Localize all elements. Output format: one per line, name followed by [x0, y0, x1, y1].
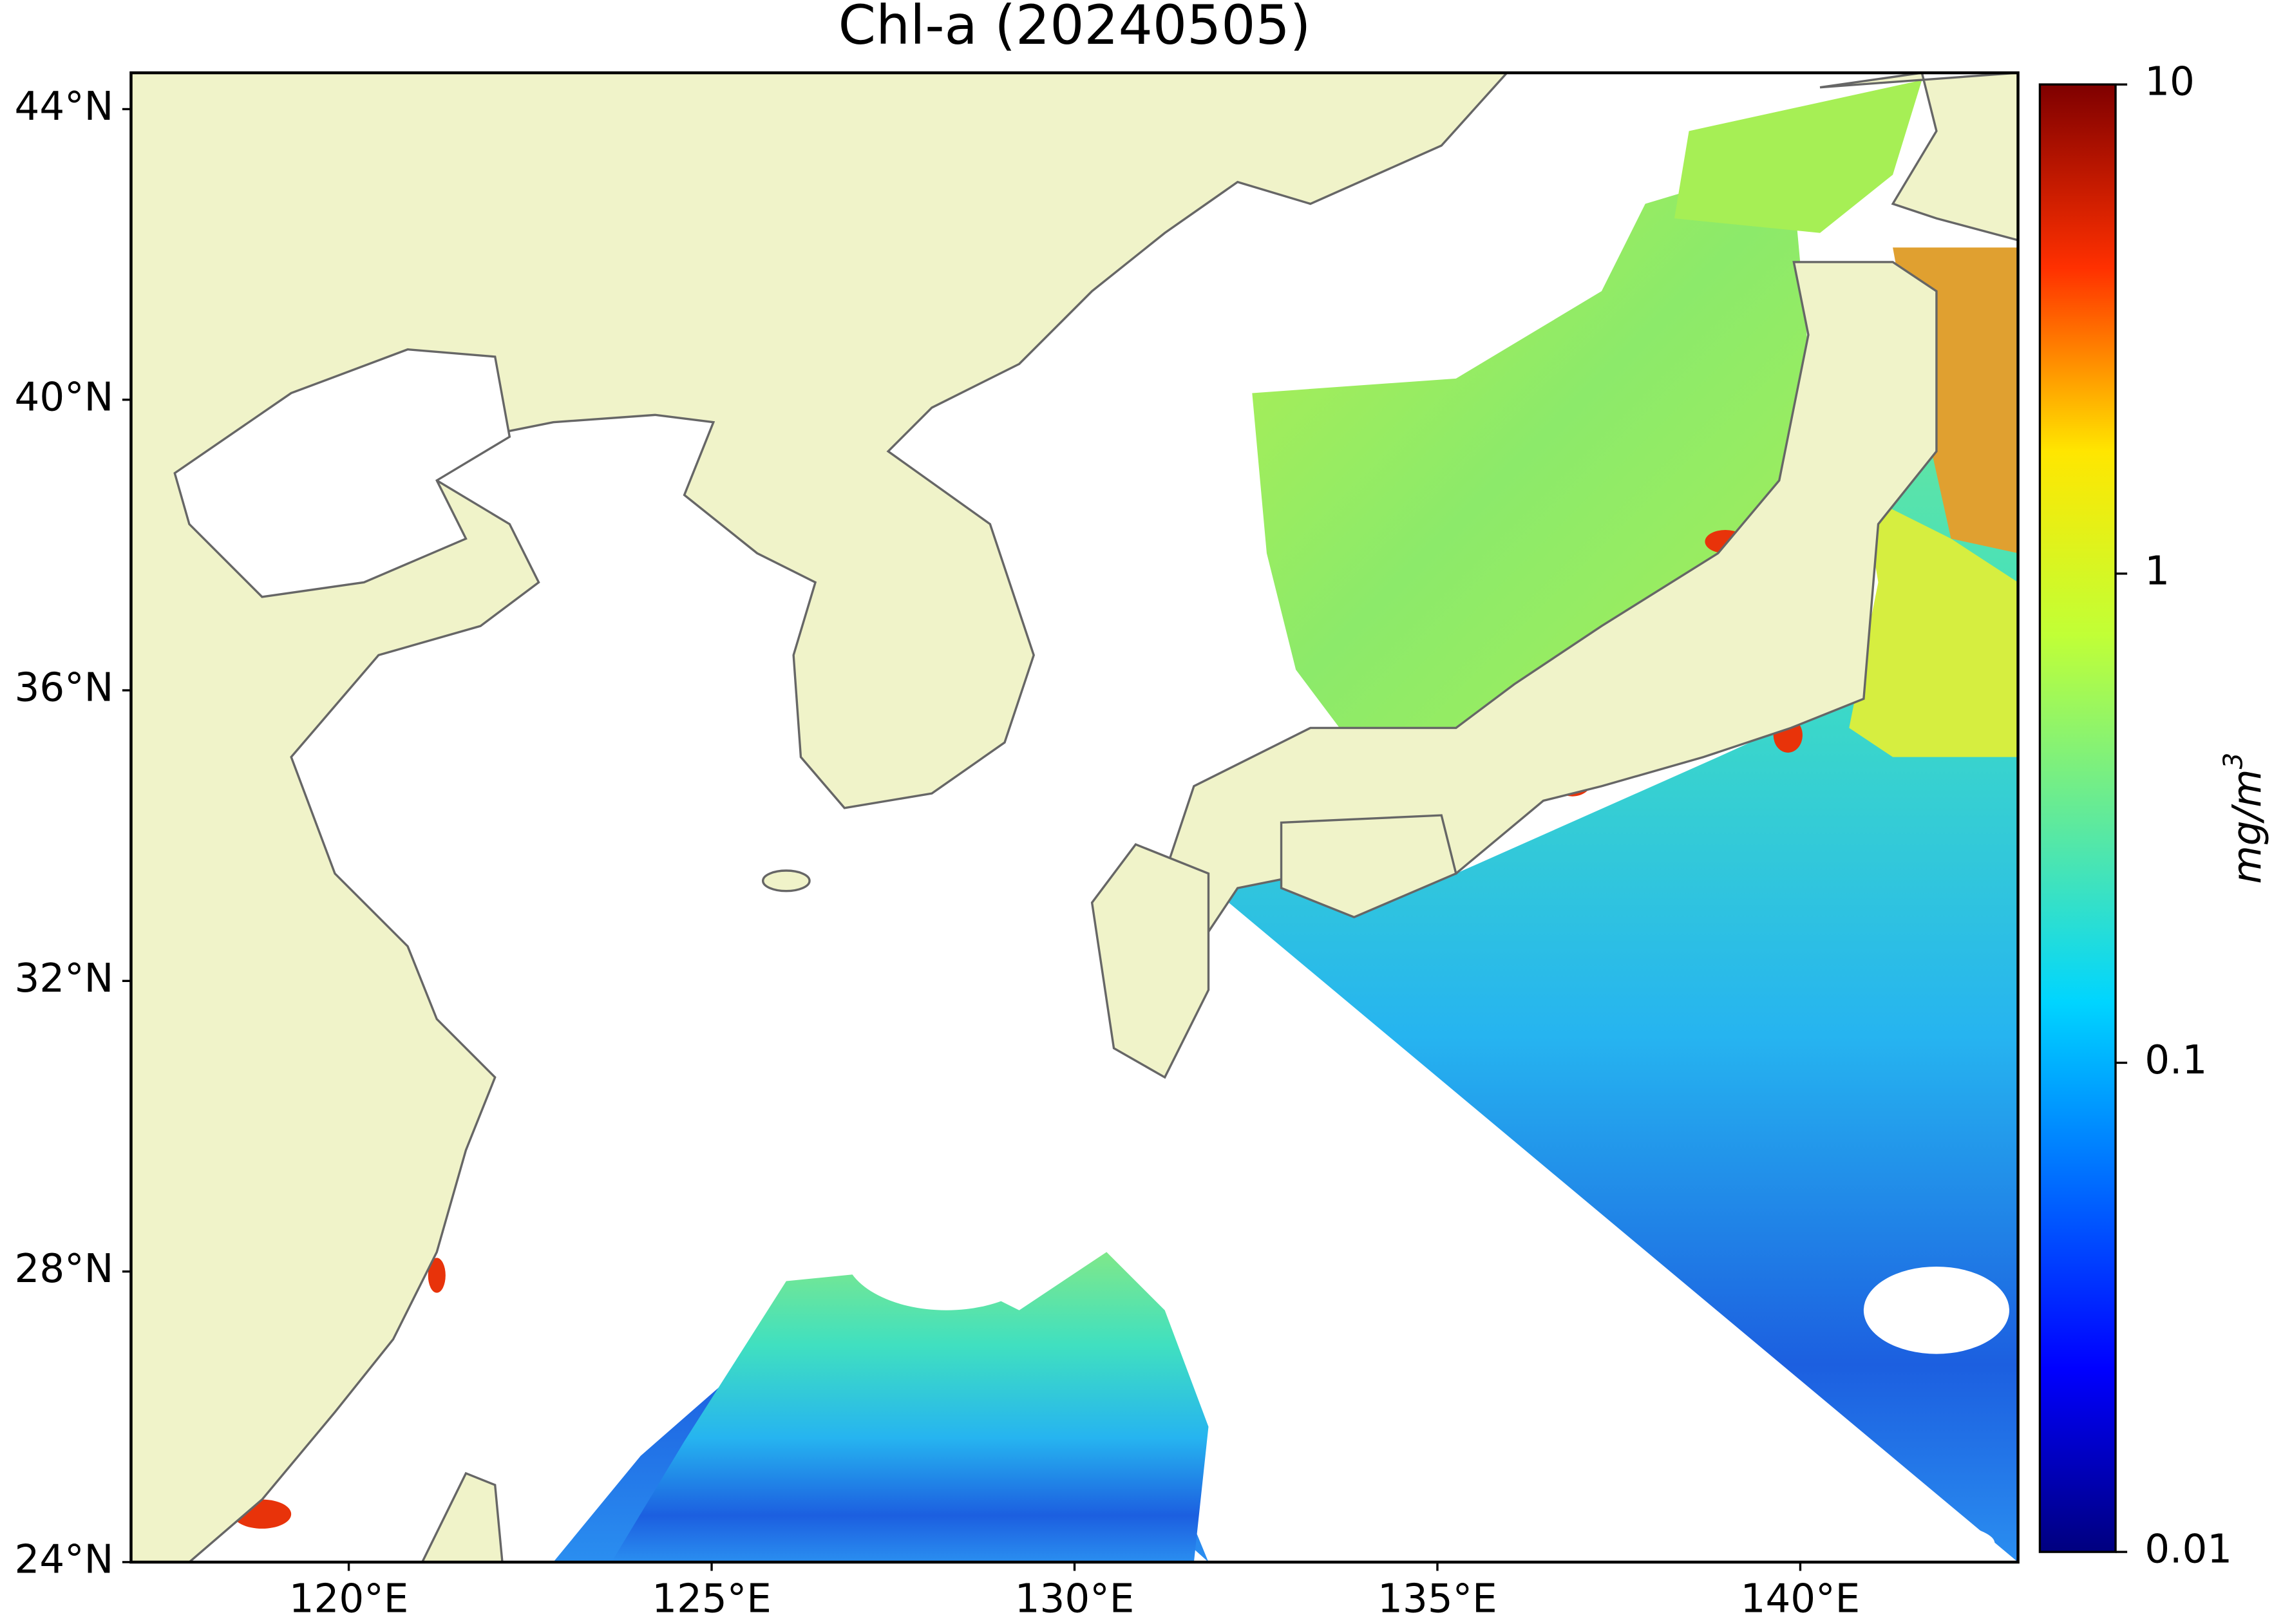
lat-tick-label: 36°N — [15, 665, 114, 711]
land — [131, 73, 2018, 1562]
colorbar-tick-label: 0.01 — [2145, 1527, 2232, 1572]
colorbar-tick-label: 0.1 — [2145, 1037, 2207, 1083]
colorbar-unit: mg/m — [2224, 769, 2270, 883]
map-title: Chl-a (20240505) — [838, 0, 1311, 57]
lat-tick-label: 40°N — [15, 374, 114, 420]
colorbar-unit-exponent: 3 — [2217, 753, 2248, 770]
colorbar-tick-label: 1 — [2145, 548, 2170, 594]
lon-tick-label: 135°E — [1378, 1576, 1497, 1622]
pacific-chl — [553, 247, 2018, 1562]
lon-tick-label: 130°E — [1015, 1576, 1135, 1622]
north-chl — [1674, 80, 1922, 233]
colorbar-label: mg/m3 — [2217, 753, 2269, 884]
colorbar — [2038, 83, 2117, 1553]
lat-tick-label: 28°N — [15, 1246, 114, 1292]
cloud-gaps — [844, 1193, 2009, 1562]
lat-tick-label: 24°N — [15, 1536, 114, 1582]
pacific-coastal-chl — [1849, 495, 2018, 757]
lat-tick-label: 32°N — [15, 956, 114, 1001]
lon-tick-label: 120°E — [289, 1576, 409, 1622]
lat-tick-label: 44°N — [15, 84, 114, 129]
lon-tick-label: 140°E — [1741, 1576, 1861, 1622]
colorbar-tick-label: 10 — [2145, 59, 2195, 105]
map-area — [131, 73, 2018, 1562]
east-china-sea-chl — [611, 1252, 1209, 1562]
lon-tick-label: 125°E — [652, 1576, 772, 1622]
